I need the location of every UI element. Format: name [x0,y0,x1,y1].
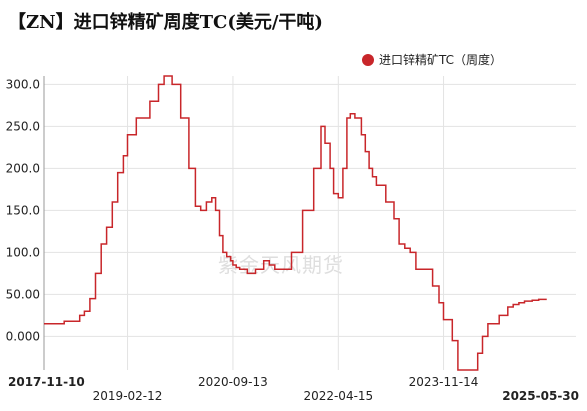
legend: 进口锌精矿TC（周度） [362,51,502,68]
x-tick-label: 2023-11-14 [409,375,479,389]
x-tick-label: 2020-09-13 [198,375,268,389]
x-tick-label: 2019-02-12 [93,389,163,403]
y-tick-label: 300.0 [6,77,40,91]
legend-label: 进口锌精矿TC（周度） [379,53,503,67]
tick-labels: 300.0 250.0 200.0 150.0 100.0 50.00 0.000 2017-… [6,77,579,403]
grid-lines [44,76,576,370]
chart-title: 【ZN】进口锌精矿周度TC(美元/干吨) [8,12,323,33]
x-tick-label: 2017-11-10 [8,375,85,389]
watermark: 紫金天风期货 [218,253,344,277]
legend-swatch-icon [362,53,374,66]
y-tick-label: 100.0 [6,245,40,259]
series-layer [44,75,547,371]
x-tick-label: 2025-05-30 [502,389,579,403]
y-tick-label: 200.0 [6,161,40,175]
x-tick-label: 2022-04-15 [303,389,373,403]
series-line-0 [44,75,547,371]
y-tick-label: 50.00 [6,287,40,301]
y-tick-label: 250.0 [6,119,40,133]
y-tick-label: 0.000 [6,329,40,343]
y-tick-label: 150.0 [6,203,40,217]
